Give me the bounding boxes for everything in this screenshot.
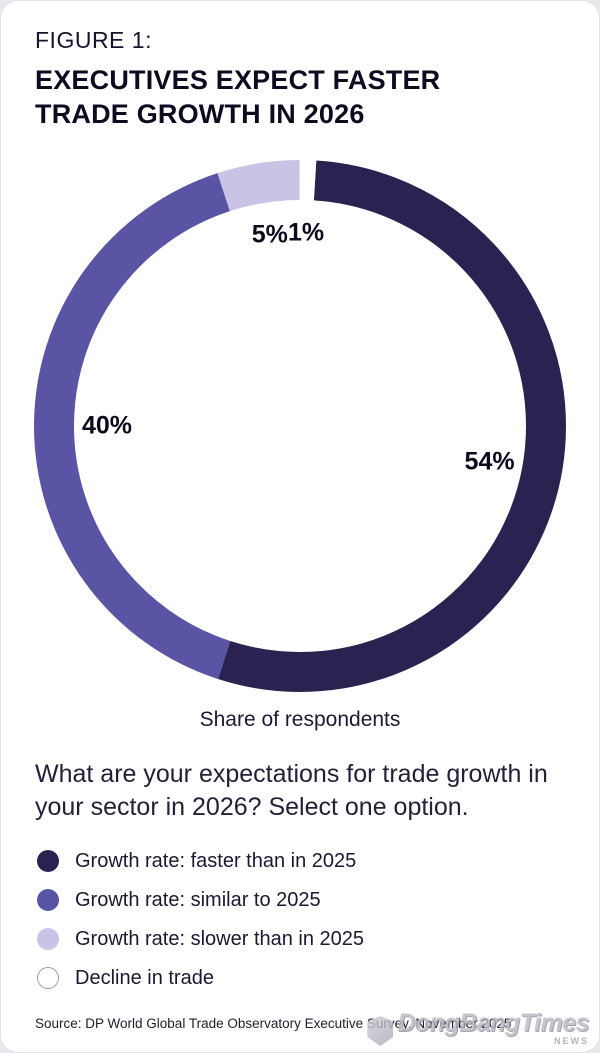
watermark-subtext: NEWS xyxy=(554,1036,589,1046)
watermark-logo-icon xyxy=(367,1016,394,1046)
figure-title: EXECUTIVES EXPECT FASTER TRADE GROWTH IN… xyxy=(35,65,441,129)
survey-question: What are your expectations for trade gro… xyxy=(35,759,548,821)
figure-header: FIGURE 1: EXECUTIVES EXPECT FASTER TRADE… xyxy=(1,1,599,132)
donut-chart: 54% 40% 5% 1% xyxy=(32,158,568,694)
watermark-text-group: DongBangTimes NEWS xyxy=(397,1011,589,1046)
donut-segment xyxy=(34,159,566,692)
legend: Growth rate: faster than in 2025 Growth r… xyxy=(37,850,599,990)
legend-dot xyxy=(37,967,59,989)
figure-label: FIGURE 1: xyxy=(35,27,152,53)
donut-chart-svg xyxy=(34,159,566,692)
legend-item: Growth rate: similar to 2025 xyxy=(37,889,599,912)
chart-caption: Share of respondents xyxy=(199,707,401,731)
legend-dot xyxy=(37,850,59,872)
legend-item: Decline in trade xyxy=(37,967,599,990)
legend-label: Decline in trade xyxy=(75,966,214,989)
legend-dot xyxy=(37,928,59,950)
donut-segment xyxy=(34,159,566,692)
watermark-text: DongBangTimes xyxy=(397,1009,589,1037)
legend-item: Growth rate: slower than in 2025 xyxy=(37,928,599,951)
legend-label: Growth rate: faster than in 2025 xyxy=(75,849,357,872)
legend-label: Growth rate: similar to 2025 xyxy=(75,888,321,911)
legend-dot xyxy=(37,889,59,911)
watermark: DongBangTimes NEWS xyxy=(367,1011,589,1046)
donut-segment xyxy=(34,159,566,692)
legend-item: Growth rate: faster than in 2025 xyxy=(37,850,599,873)
legend-label: Growth rate: slower than in 2025 xyxy=(75,927,365,950)
